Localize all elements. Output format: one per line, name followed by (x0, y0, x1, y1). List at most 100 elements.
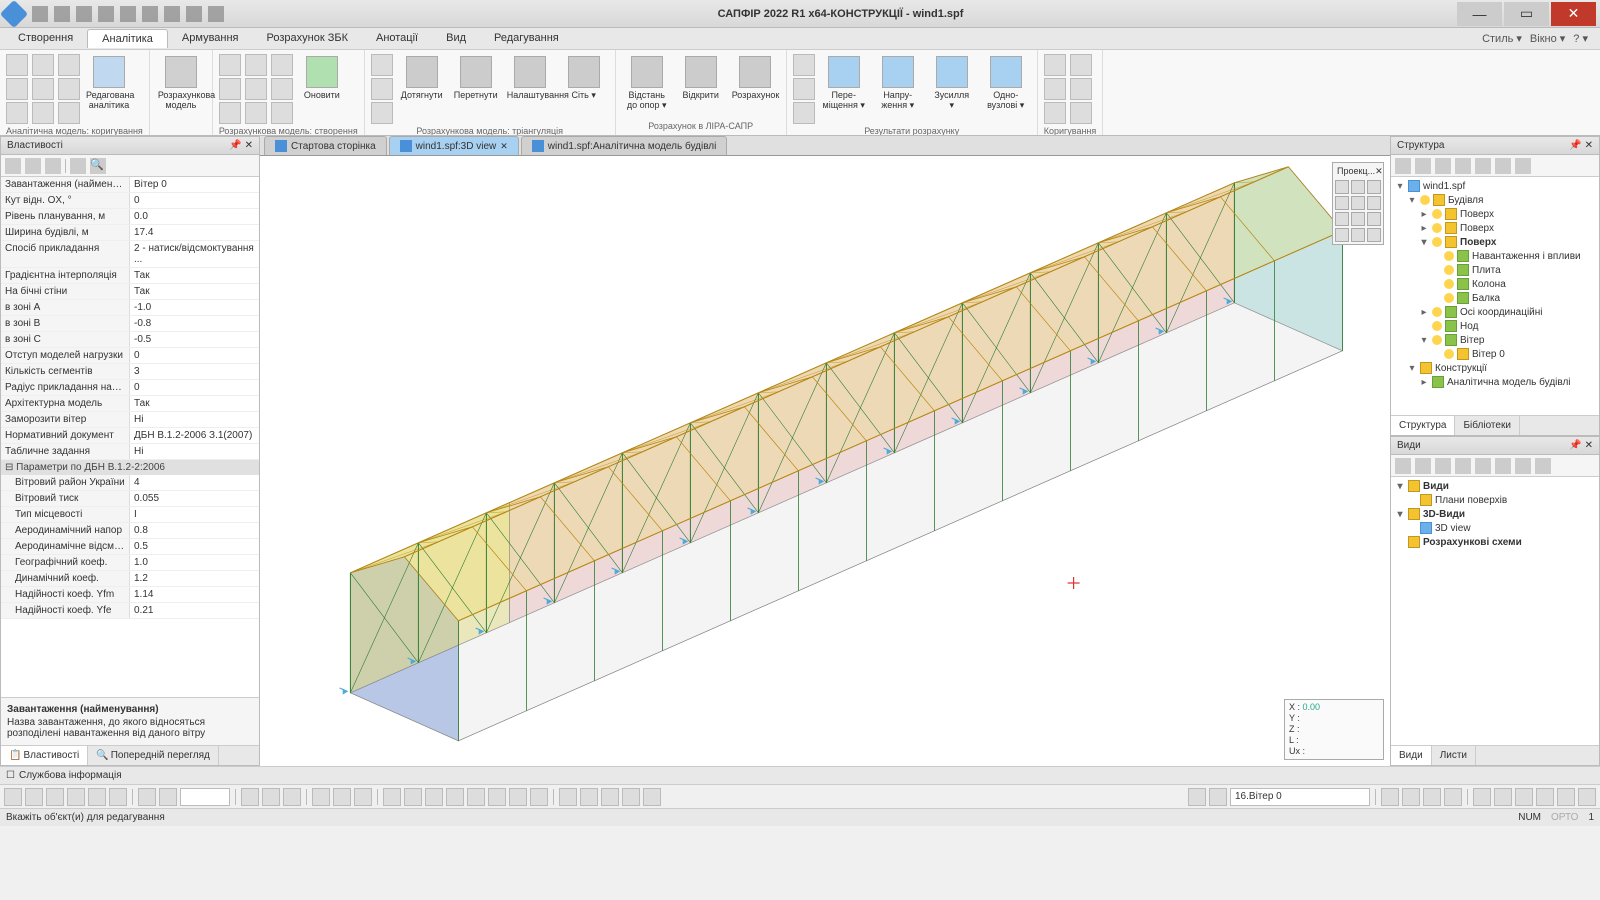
tree-item[interactable]: ▾wind1.spf (1393, 179, 1597, 193)
tree-item[interactable]: ▾Вітер (1393, 333, 1597, 347)
tree-item[interactable]: Плита (1393, 263, 1597, 277)
ribbon-button[interactable]: Перетнути (451, 54, 501, 102)
property-row[interactable]: Тип місцевостіI (1, 507, 259, 523)
property-row[interactable]: Динамічний коеф.1.2 (1, 571, 259, 587)
tree-item[interactable]: ▾Конструкції (1393, 361, 1597, 375)
ribbon-button[interactable]: Сіть ▾ (559, 54, 609, 103)
property-row[interactable]: Вітровий тиск0.055 (1, 491, 259, 507)
toolbar-button[interactable] (446, 788, 464, 806)
ribbon-small-btn[interactable] (58, 78, 80, 100)
ribbon-small-btn[interactable] (245, 78, 267, 100)
property-row[interactable]: Аеродинамічний напор0.8 (1, 523, 259, 539)
toolbar-button[interactable] (1188, 788, 1206, 806)
tb-btn[interactable] (1475, 158, 1491, 174)
ribbon-button[interactable]: Пере-міщення ▾ (819, 54, 869, 113)
property-row[interactable]: Радіус прикладання навант...0 (1, 380, 259, 396)
property-row[interactable]: Вітровий район України4 (1, 475, 259, 491)
tb-btn[interactable] (1395, 158, 1411, 174)
property-row[interactable]: Архітектурна модельТак (1, 396, 259, 412)
property-row[interactable]: в зоні A-1.0 (1, 300, 259, 316)
qat-button[interactable] (120, 6, 136, 22)
tab-sheets[interactable]: Листи (1432, 746, 1476, 765)
property-row[interactable]: Кількість сегментів3 (1, 364, 259, 380)
ribbon-button[interactable]: Редагованааналітика (84, 54, 134, 112)
ribbon-small-btn[interactable] (793, 54, 815, 76)
ribbon-small-btn[interactable] (245, 54, 267, 76)
ribbon-small-btn[interactable] (6, 102, 28, 124)
tb-btn[interactable] (70, 158, 86, 174)
toolbar-button[interactable] (1402, 788, 1420, 806)
ribbon-button[interactable]: Налаштування (505, 54, 555, 102)
ribbon-small-btn[interactable] (271, 102, 293, 124)
ribbon-button[interactable]: Оновити (297, 54, 347, 102)
ribbon-small-btn[interactable] (245, 102, 267, 124)
toolbar-button[interactable] (138, 788, 156, 806)
property-row[interactable]: Нормативний документДБН В.1.2-2006 З.1(2… (1, 428, 259, 444)
tb-btn[interactable] (1395, 458, 1411, 474)
tree-item[interactable]: ▾Види (1393, 479, 1597, 493)
tab-preview[interactable]: 🔍 Попередній перегляд (88, 746, 219, 765)
ribbon-small-btn[interactable] (1070, 78, 1092, 100)
minimize-button[interactable]: — (1457, 2, 1502, 26)
document-tab[interactable]: Стартова сторінка (264, 136, 387, 155)
ribbon-small-btn[interactable] (58, 102, 80, 124)
tree-item[interactable]: ▾Поверх (1393, 235, 1597, 249)
tree-item[interactable]: 3D view (1393, 521, 1597, 535)
toolbar-button[interactable] (25, 788, 43, 806)
qat-button[interactable] (98, 6, 114, 22)
toolbar-button[interactable] (622, 788, 640, 806)
property-row[interactable]: Отступ моделей нагрузки0 (1, 348, 259, 364)
document-tab[interactable]: wind1.spf:Аналітична модель будівлі (521, 136, 728, 155)
toolbar-button[interactable] (1473, 788, 1491, 806)
ribbon-small-btn[interactable] (271, 78, 293, 100)
tree-item[interactable]: Нод (1393, 319, 1597, 333)
tb-btn[interactable] (1455, 158, 1471, 174)
property-row[interactable]: Ширина будівлі, м17.4 (1, 225, 259, 241)
menu-right-item[interactable]: ? ▾ (1573, 32, 1588, 45)
tree-item[interactable]: Плани поверхів (1393, 493, 1597, 507)
property-row[interactable]: в зоні B-0.8 (1, 316, 259, 332)
toolbar-button[interactable] (46, 788, 64, 806)
tree-item[interactable]: ▸Поверх (1393, 221, 1597, 235)
property-row[interactable]: Табличне заданняНі (1, 444, 259, 460)
toolbar-button[interactable] (1423, 788, 1441, 806)
toolbar-button[interactable] (4, 788, 22, 806)
view-btn[interactable] (1351, 212, 1365, 226)
menu-tab-Анотації[interactable]: Анотації (362, 29, 432, 48)
ribbon-small-btn[interactable] (219, 102, 241, 124)
ribbon-small-btn[interactable] (32, 78, 54, 100)
property-section[interactable]: ⊟ Параметри по ДБН В.1.2-2:2006 (1, 460, 259, 475)
views-tree[interactable]: ▾ВидиПлани поверхів▾3D-Види3D viewРозрах… (1391, 477, 1599, 745)
view-btn[interactable] (1351, 180, 1365, 194)
toolbar-button[interactable] (580, 788, 598, 806)
property-row[interactable]: Географічний коеф.1.0 (1, 555, 259, 571)
ribbon-button[interactable]: Зусилля▾ (927, 54, 977, 113)
menu-tab-Розрахунок ЗБК[interactable]: Розрахунок ЗБК (253, 29, 362, 48)
tree-item[interactable]: Розрахункові схеми (1393, 535, 1597, 549)
tb-btn[interactable] (1435, 458, 1451, 474)
ribbon-button[interactable]: Відстаньдо опор ▾ (622, 54, 672, 113)
toolbar-button[interactable] (241, 788, 259, 806)
property-row[interactable]: Аеродинамічне відсмокт...0.5 (1, 539, 259, 555)
view-btn[interactable] (1367, 228, 1381, 242)
menu-tab-Редагування[interactable]: Редагування (480, 29, 573, 48)
pin-icon[interactable]: 📌 ✕ (229, 140, 253, 151)
tree-item[interactable]: Колона (1393, 277, 1597, 291)
ribbon-small-btn[interactable] (1070, 54, 1092, 76)
ribbon-small-btn[interactable] (6, 78, 28, 100)
ribbon-small-btn[interactable] (371, 102, 393, 124)
toolbar-button[interactable] (1536, 788, 1554, 806)
close-button[interactable]: ✕ (1551, 2, 1596, 26)
tb-btn[interactable] (1515, 458, 1531, 474)
ribbon-small-btn[interactable] (793, 102, 815, 124)
toolbar-button[interactable] (88, 788, 106, 806)
toolbar-button[interactable] (109, 788, 127, 806)
property-row[interactable]: Заморозити вітерНі (1, 412, 259, 428)
tb-btn[interactable] (1415, 458, 1431, 474)
menu-tab-Створення[interactable]: Створення (4, 29, 87, 48)
toolbar-button[interactable] (425, 788, 443, 806)
toolbar-button[interactable] (1381, 788, 1399, 806)
property-row[interactable]: в зоні C-0.5 (1, 332, 259, 348)
property-row[interactable]: Спосіб прикладання2 - натиск/відсмоктува… (1, 241, 259, 268)
tb-btn[interactable] (1495, 458, 1511, 474)
